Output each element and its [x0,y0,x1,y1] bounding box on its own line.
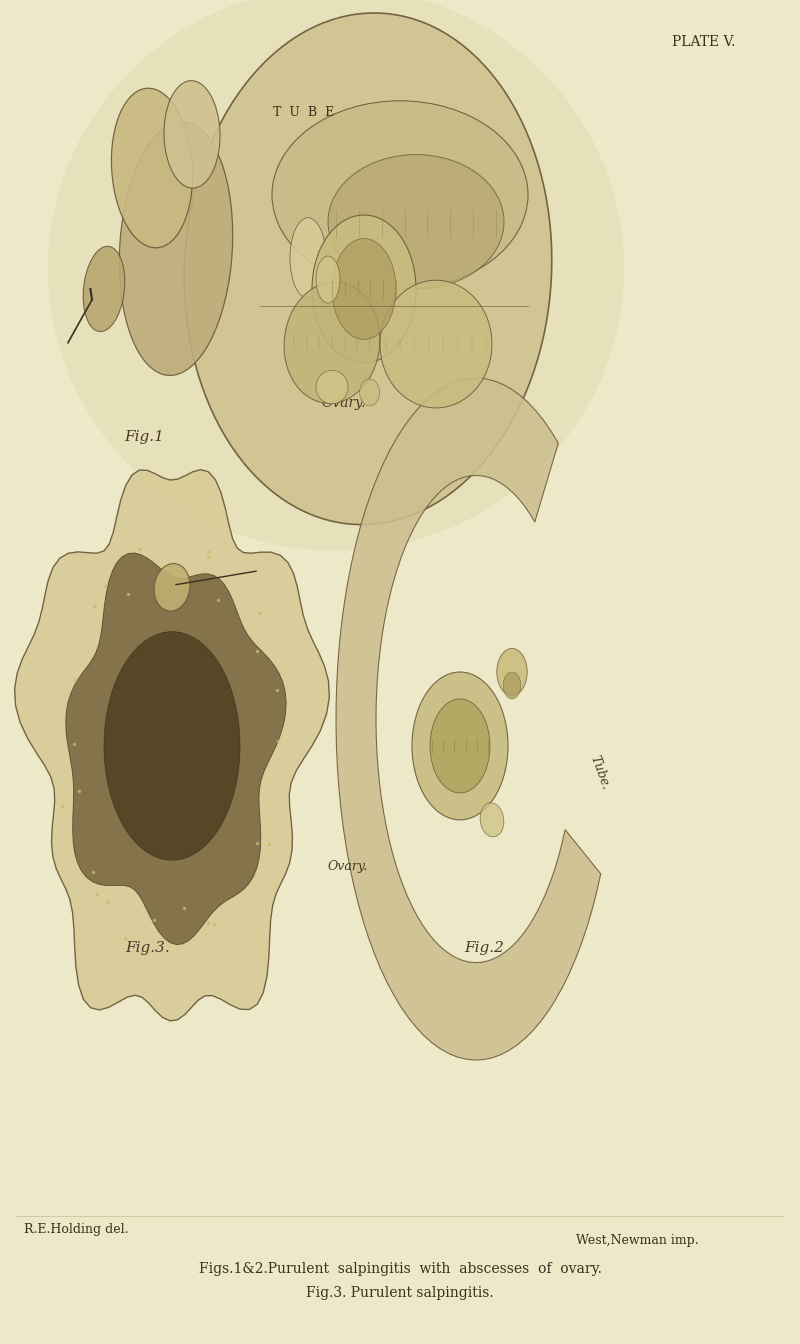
Text: Tube.: Tube. [588,754,612,792]
Ellipse shape [284,282,380,403]
Polygon shape [336,378,601,1060]
Text: Fig.3.: Fig.3. [126,941,170,954]
Text: Fig.2: Fig.2 [464,941,504,954]
Ellipse shape [154,563,190,612]
Ellipse shape [290,218,326,298]
Ellipse shape [328,155,504,289]
Ellipse shape [412,672,508,820]
Text: Fig.3. Purulent salpingitis.: Fig.3. Purulent salpingitis. [306,1286,494,1300]
Ellipse shape [360,379,380,406]
Ellipse shape [316,370,348,403]
Ellipse shape [430,699,490,793]
Ellipse shape [272,101,528,289]
Text: Ovary.: Ovary. [322,396,366,410]
Ellipse shape [184,13,552,524]
Ellipse shape [497,649,527,696]
Ellipse shape [48,0,624,551]
Polygon shape [66,552,286,945]
Text: Ovary.: Ovary. [328,860,368,874]
Ellipse shape [164,81,220,188]
Ellipse shape [380,281,492,409]
Ellipse shape [111,89,193,247]
Ellipse shape [332,239,396,340]
Polygon shape [14,469,330,1021]
Ellipse shape [312,215,416,363]
Text: PLATE V.: PLATE V. [672,35,736,48]
Ellipse shape [119,122,233,375]
Text: R.E.Holding del.: R.E.Holding del. [24,1223,129,1236]
Ellipse shape [316,255,340,302]
Ellipse shape [83,246,125,332]
Ellipse shape [480,802,504,837]
Text: Fig.1: Fig.1 [124,430,164,444]
Text: West,Newman imp.: West,Newman imp. [576,1234,698,1247]
Polygon shape [104,632,240,860]
Text: T  U  B  E: T U B E [274,106,334,120]
Text: Figs.1&2.Purulent  salpingitis  with  abscesses  of  ovary.: Figs.1&2.Purulent salpingitis with absce… [198,1262,602,1275]
Ellipse shape [503,672,521,699]
